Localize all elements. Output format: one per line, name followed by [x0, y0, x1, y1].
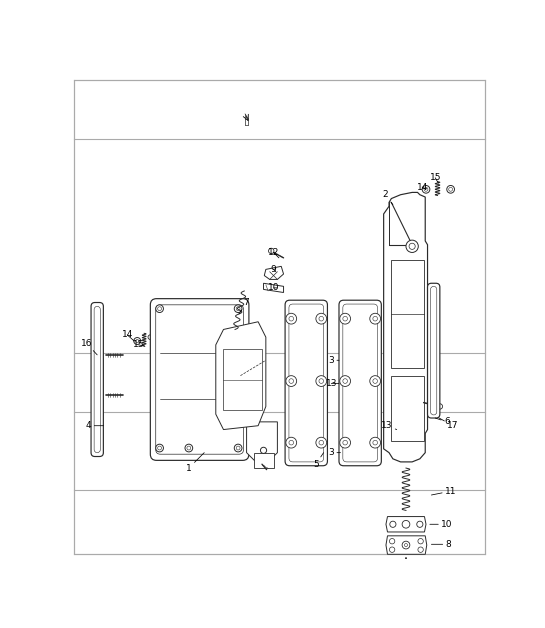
Circle shape: [286, 376, 296, 386]
Text: 10: 10: [430, 520, 452, 529]
Circle shape: [402, 541, 410, 549]
FancyBboxPatch shape: [427, 283, 440, 418]
Text: 3: 3: [329, 448, 341, 457]
Text: 17: 17: [439, 418, 459, 430]
Circle shape: [316, 313, 326, 324]
Text: 14: 14: [416, 183, 428, 192]
Bar: [223, 349, 262, 410]
FancyBboxPatch shape: [91, 303, 104, 457]
Text: 8: 8: [432, 540, 451, 549]
FancyBboxPatch shape: [285, 300, 328, 466]
Text: 12: 12: [0, 627, 1, 628]
Text: 1: 1: [186, 453, 204, 472]
Circle shape: [156, 305, 163, 313]
Text: 13: 13: [325, 379, 339, 388]
Circle shape: [422, 185, 430, 193]
Circle shape: [269, 248, 274, 254]
Circle shape: [316, 376, 326, 386]
Circle shape: [316, 437, 326, 448]
Text: 12: 12: [268, 248, 279, 258]
Circle shape: [402, 521, 410, 528]
Circle shape: [340, 313, 350, 324]
Text: 3: 3: [329, 355, 339, 365]
Polygon shape: [386, 536, 427, 555]
Circle shape: [417, 521, 423, 528]
Circle shape: [418, 539, 423, 544]
FancyBboxPatch shape: [339, 300, 382, 466]
Polygon shape: [386, 517, 426, 532]
Circle shape: [134, 337, 141, 345]
Circle shape: [406, 240, 419, 252]
Text: 7: 7: [239, 298, 250, 314]
Circle shape: [390, 521, 396, 528]
Text: 15: 15: [429, 173, 441, 183]
Polygon shape: [246, 422, 277, 460]
Polygon shape: [264, 283, 283, 293]
Text: 5: 5: [313, 453, 324, 468]
Circle shape: [286, 313, 296, 324]
Circle shape: [340, 376, 350, 386]
Polygon shape: [216, 322, 266, 430]
Circle shape: [370, 313, 380, 324]
Text: 16: 16: [81, 339, 97, 355]
Circle shape: [418, 547, 423, 553]
Circle shape: [286, 437, 296, 448]
Circle shape: [156, 444, 163, 452]
Text: 15: 15: [133, 340, 145, 349]
Polygon shape: [384, 192, 427, 462]
Polygon shape: [264, 266, 283, 279]
Circle shape: [148, 335, 153, 340]
Circle shape: [437, 404, 443, 409]
Circle shape: [390, 539, 395, 544]
Circle shape: [447, 185, 455, 193]
Circle shape: [261, 447, 267, 453]
Text: 2: 2: [383, 190, 393, 205]
Text: 6: 6: [435, 418, 450, 426]
Text: 4: 4: [86, 421, 104, 430]
Bar: [391, 260, 423, 368]
Circle shape: [390, 547, 395, 553]
Text: 13: 13: [381, 421, 397, 430]
Text: 10: 10: [268, 283, 279, 293]
Circle shape: [340, 437, 350, 448]
Text: 11: 11: [432, 487, 456, 495]
Circle shape: [185, 444, 193, 452]
Circle shape: [370, 437, 380, 448]
Circle shape: [234, 444, 242, 452]
Circle shape: [234, 305, 242, 313]
FancyBboxPatch shape: [150, 299, 249, 460]
Bar: [391, 376, 423, 441]
Text: 14: 14: [122, 330, 134, 341]
Polygon shape: [255, 453, 274, 468]
Circle shape: [370, 376, 380, 386]
Circle shape: [402, 570, 410, 578]
Text: 9: 9: [271, 265, 276, 274]
